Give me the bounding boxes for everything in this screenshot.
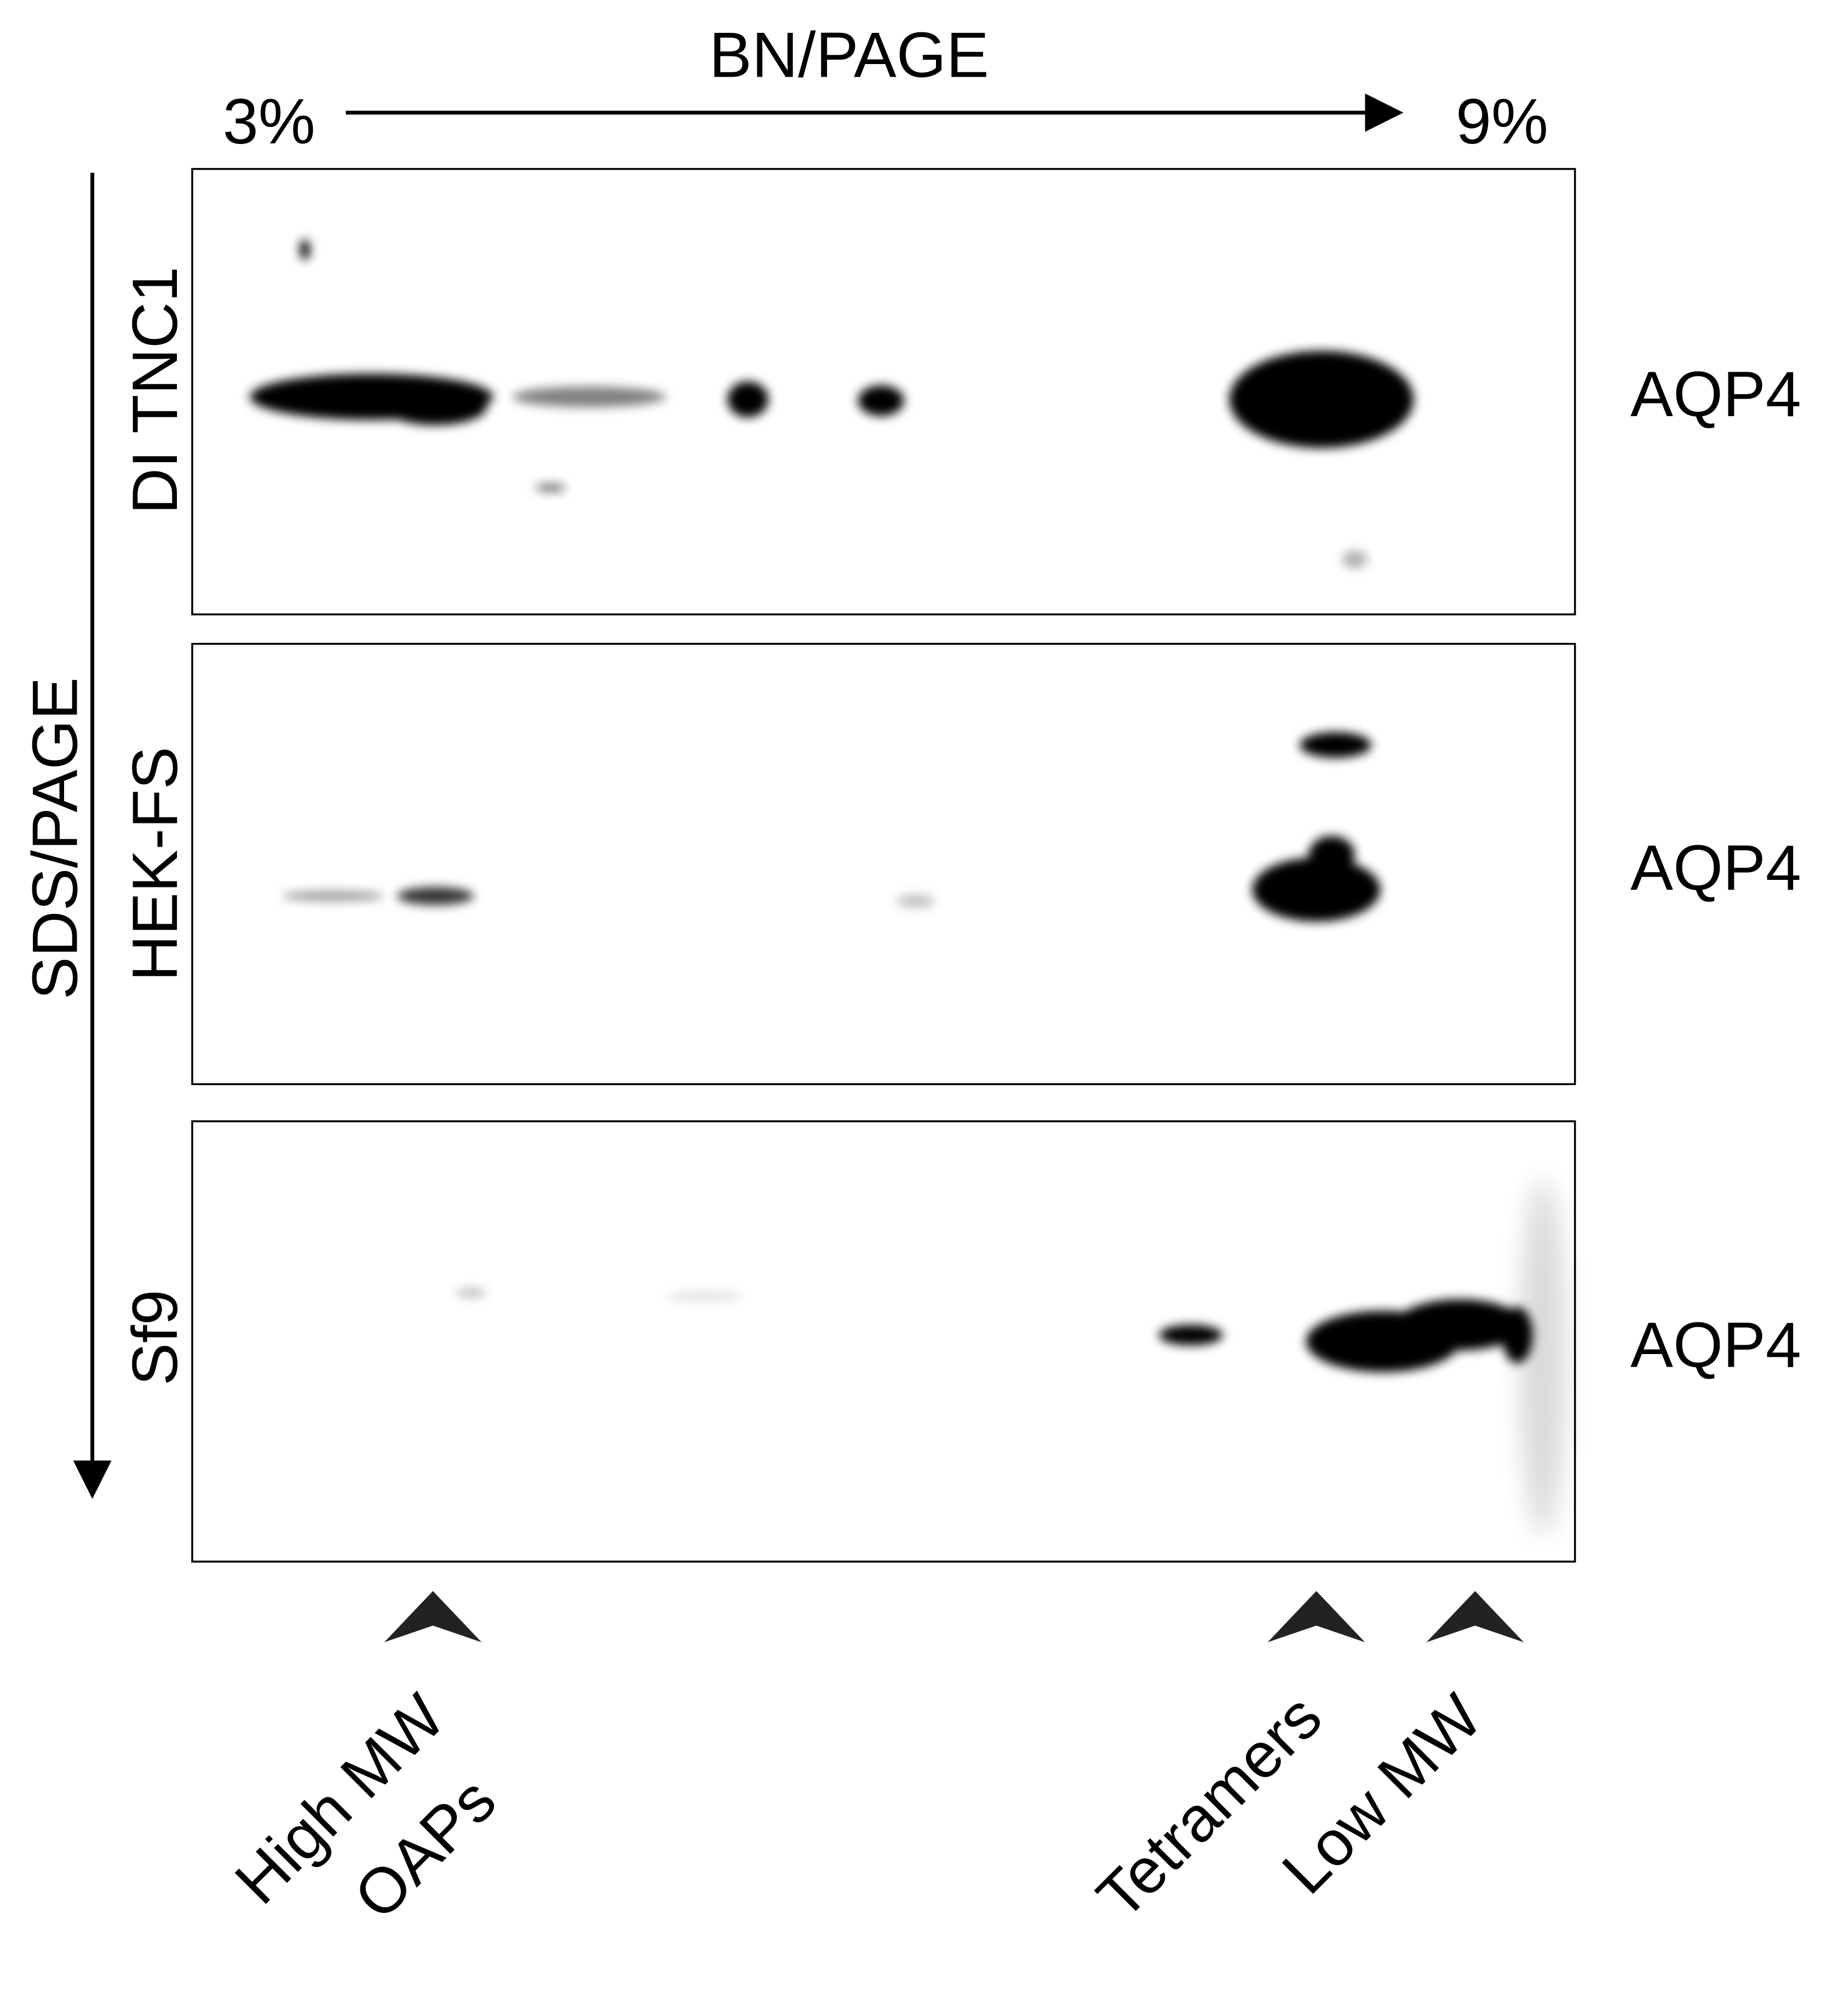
arrow-label: Tetramers <box>1083 1680 1335 1932</box>
gradient-end: 9% <box>1456 85 1548 157</box>
blot-bands <box>250 239 1414 568</box>
panel-label: Sf9 <box>119 1289 191 1385</box>
panel-marker: AQP4 <box>1630 1309 1801 1381</box>
gradient-start: 3% <box>223 85 315 157</box>
panel-label: DI TNC1 <box>119 267 191 514</box>
panel-label: HEK-FS <box>119 747 191 982</box>
panel-marker: AQP4 <box>1630 358 1801 430</box>
arrowheads <box>384 1591 1524 1643</box>
blot-bands <box>456 1177 1566 1536</box>
panel-marker: AQP4 <box>1630 832 1801 903</box>
y-axis-title: SDS/PAGE <box>19 677 91 1000</box>
x-axis-title: BN/PAGE <box>709 19 989 90</box>
blot-bands <box>282 732 1381 922</box>
blot-panel <box>191 643 1576 1085</box>
